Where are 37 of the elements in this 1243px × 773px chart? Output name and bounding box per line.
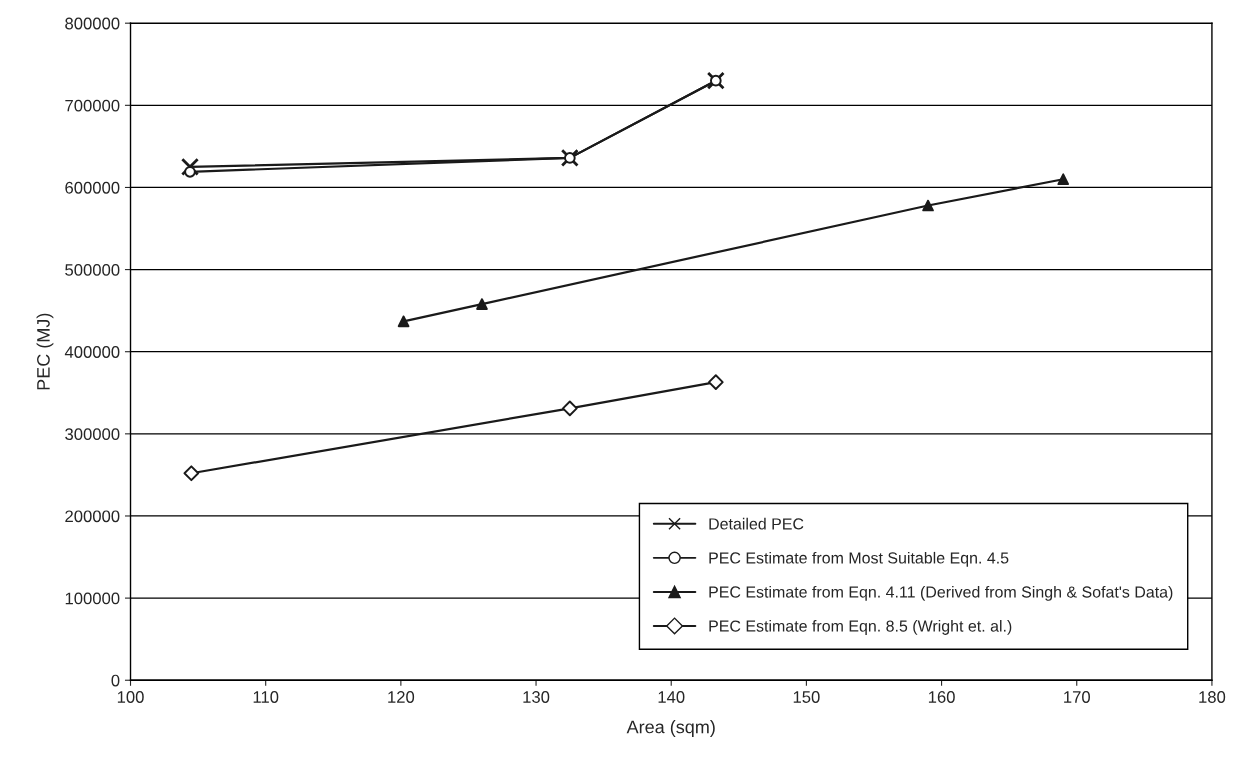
- y-tick-label: 100000: [65, 592, 120, 605]
- x-axis-title: Area (sqm): [626, 720, 715, 737]
- y-tick-label: 300000: [65, 428, 120, 441]
- point: [561, 400, 578, 417]
- y-tick-label: 800000: [65, 17, 120, 30]
- x-tick-label: 110: [253, 691, 279, 703]
- legend-label: PEC Estimate from Most Suitable Eqn. 4.5: [709, 551, 1009, 567]
- legend-label: Detailed PEC: [709, 517, 804, 530]
- x-tick-label: 150: [793, 691, 820, 703]
- y-tick-label: 600000: [65, 181, 120, 194]
- y-tick-label: 400000: [64, 346, 120, 358]
- x-tick-label: 120: [388, 691, 415, 703]
- point: [184, 166, 196, 178]
- x-tick-label: 170: [1064, 691, 1090, 703]
- point: [564, 152, 576, 164]
- point: [706, 71, 725, 90]
- legend-label: PEC Estimate from Eqn. 4.11 (Derived from Singh & Sofat's Data): [709, 585, 1173, 601]
- point: [707, 374, 724, 390]
- y-tick-label: 200000: [65, 510, 120, 523]
- y-tick-label: 700000: [65, 99, 120, 112]
- point: [922, 199, 934, 212]
- x-tick-label: 140: [658, 691, 685, 703]
- x-tick-label: 100: [117, 691, 144, 703]
- x-tick-label: 160: [928, 691, 955, 703]
- y-tick-label: 0: [111, 674, 120, 687]
- point: [183, 465, 200, 482]
- y-tick-label: 500000: [65, 263, 120, 276]
- point: [560, 148, 579, 167]
- x-tick-label: 180: [1199, 691, 1226, 703]
- point: [1057, 173, 1070, 186]
- x-tick-label: 130: [523, 691, 550, 703]
- point: [710, 74, 722, 87]
- legend-label: PEC Estimate from Eqn. 8.5 (Wright et. al.): [709, 619, 1012, 635]
- point: [476, 298, 488, 310]
- point: [397, 315, 410, 328]
- point: [180, 157, 200, 176]
- y-axis-title: PEC (MJ): [36, 313, 54, 390]
